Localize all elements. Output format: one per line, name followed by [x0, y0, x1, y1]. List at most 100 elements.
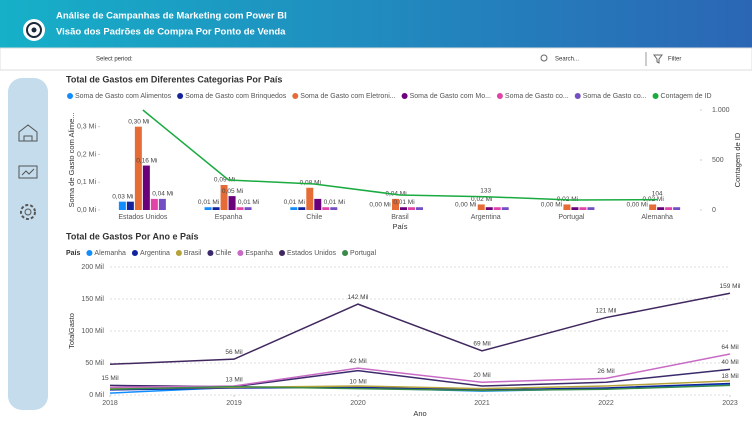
x-tick-label: Portugal	[558, 214, 585, 221]
bar	[314, 198, 322, 210]
sidebar	[8, 78, 48, 410]
y-axis-title: Soma de Gasto com Alime...	[67, 112, 76, 207]
bar	[477, 204, 485, 210]
legend-label: Alemanha	[94, 250, 126, 257]
legend-swatch	[177, 93, 184, 99]
legend-label: Soma de Gasto com Eletroni...	[300, 93, 395, 100]
home-icon[interactable]	[18, 124, 38, 142]
legend-label: Espanha	[245, 250, 273, 257]
data-label: 0,04 Mi	[152, 191, 173, 198]
x-tick-label: Argentina	[471, 214, 501, 221]
legend-label: Portugal	[350, 250, 377, 257]
filter-button[interactable]: Filter	[668, 57, 681, 63]
data-label: 133	[480, 187, 491, 194]
bar	[649, 204, 657, 210]
x-tick-label: 2019	[226, 400, 242, 407]
y-tick-label: 150 Mil	[81, 296, 104, 303]
legend-swatch	[175, 250, 182, 256]
legend-label: Argentina	[140, 250, 170, 257]
legend-label: Soma de Gasto com Alimentos	[75, 93, 172, 100]
data-label: 0,30 Mi	[128, 118, 149, 125]
y-tick-label: 100 Mil	[81, 328, 104, 335]
data-label: 13 Mil	[225, 376, 243, 383]
filter-icon	[653, 54, 663, 64]
legend-swatch	[86, 250, 93, 256]
logo-dot	[31, 27, 37, 33]
report-icon-line	[21, 168, 35, 176]
legend-title: País	[66, 250, 81, 257]
x-tick-label: Estados Unidos	[118, 214, 168, 221]
bar	[204, 207, 212, 210]
search-icon	[540, 54, 548, 62]
data-label: 10 Mil	[349, 378, 367, 385]
x-tick-label: 2021	[474, 400, 490, 407]
legend-label: Contagem de ID	[661, 93, 712, 100]
legend-swatch	[131, 250, 138, 256]
search-box[interactable]: Search...	[555, 57, 579, 63]
bar	[118, 201, 126, 210]
bar	[220, 185, 228, 210]
y2-axis-title: Contagem de ID	[733, 132, 742, 187]
y-tick-label: 50 Mil	[85, 360, 104, 367]
legend-swatch	[342, 250, 349, 256]
data-label: 159 Mil	[720, 283, 742, 290]
data-label: 64 Mil	[721, 344, 739, 351]
legend-label: Chile	[215, 250, 231, 257]
legend-label: Estados Unidos	[287, 250, 337, 257]
data-label: 0,03 Mi	[112, 193, 133, 200]
legend-label: Soma de Gasto com Brinquedos	[185, 93, 287, 100]
header-subtitle: Visão dos Padrões de Compra Por Ponto de…	[56, 27, 286, 38]
data-label: 0,02 Mi	[471, 196, 492, 203]
bar	[563, 204, 571, 210]
x-tick-label: 2023	[722, 400, 738, 407]
y2-tick-label: 500	[712, 157, 724, 164]
bar	[485, 207, 493, 210]
data-label: 15 Mil	[101, 375, 119, 382]
legend-swatch	[574, 93, 581, 99]
data-label: 0,00 Mi	[541, 202, 562, 209]
data-label: 20 Mil	[473, 372, 491, 379]
bar	[571, 207, 579, 210]
line	[142, 109, 658, 201]
data-label: 0,01 Mi	[324, 199, 345, 206]
bar	[330, 207, 338, 210]
period-label[interactable]: Select period:	[96, 57, 133, 63]
legend-swatch	[652, 93, 659, 99]
settings-icon[interactable]	[20, 204, 36, 220]
legend-swatch	[496, 93, 503, 99]
y2-tick-label: 0	[712, 207, 716, 214]
bar	[228, 196, 236, 210]
bar	[322, 207, 330, 210]
bar	[306, 187, 314, 210]
bar	[579, 207, 587, 210]
bar	[158, 198, 166, 210]
x-tick-label: Brasil	[391, 214, 409, 221]
bar	[416, 207, 423, 210]
y-tick-label: 0,3 Mi	[77, 124, 97, 131]
y2-tick-label: 1.000	[712, 107, 730, 114]
y-tick-label: 0,1 Mi	[77, 179, 97, 186]
legend-label: Soma de Gasto com Mo...	[410, 93, 491, 100]
logo-ring	[26, 22, 42, 38]
bar	[673, 207, 681, 210]
x-tick-label: 2020	[350, 400, 366, 407]
data-label: 0,00 Mi	[455, 202, 476, 209]
data-label: 104	[652, 190, 663, 197]
data-label: 42 Mil	[349, 358, 367, 365]
bar	[150, 198, 158, 210]
bar	[142, 165, 150, 210]
report-icon[interactable]	[18, 165, 38, 179]
x-tick-label: Espanha	[215, 214, 243, 221]
legend-swatch	[207, 250, 214, 256]
y-axis-title: TotalGasto	[67, 313, 76, 349]
bar	[298, 207, 306, 210]
y-tick-label: 200 Mil	[81, 264, 104, 271]
y-tick-label: 0,2 Mi	[77, 151, 97, 158]
bar	[408, 207, 415, 210]
toolbar	[0, 47, 752, 71]
legend-swatch	[67, 93, 73, 99]
bar	[236, 207, 244, 210]
data-label: 56 Mil	[225, 349, 243, 356]
y-tick-label: 0 Mil	[89, 392, 104, 399]
bar	[587, 207, 595, 210]
